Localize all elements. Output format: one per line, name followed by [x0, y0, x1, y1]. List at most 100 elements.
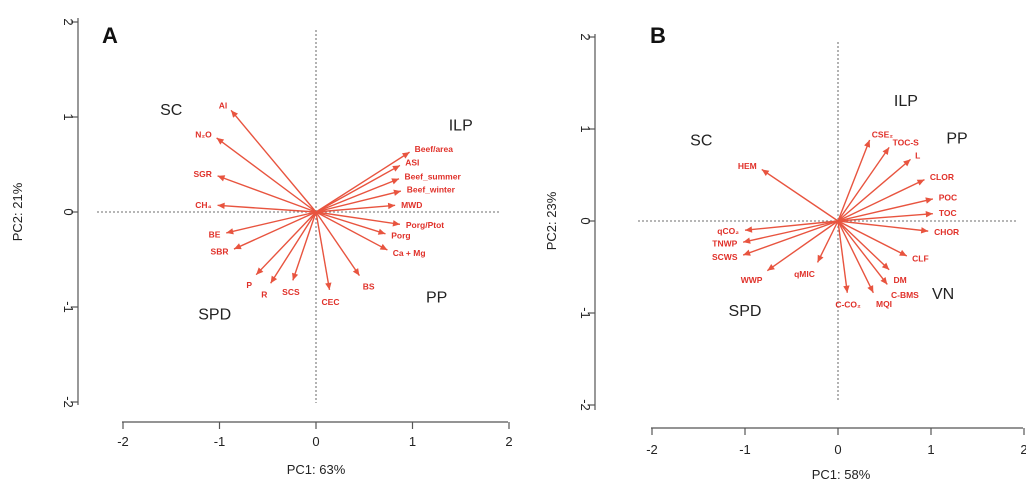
panel-a-vector-line: [217, 204, 317, 213]
panel-b-vector-line: [742, 220, 839, 256]
panel-a-loading-vectors: Al N₂O SGR CH₄ BE SBR PR SCS CEC BS Ca + Mg PorgPor…: [194, 101, 462, 307]
panel-a-vector-label: R: [261, 289, 267, 299]
panel-a-vector-line: [315, 164, 401, 213]
panel-a-vector-label: SGR: [194, 169, 212, 179]
panel-a-x-tick-label: 2: [505, 434, 512, 449]
panel-a-y-tick-label: 2: [61, 18, 76, 25]
panel-b: B PC1: 58% PC2: 23% -2 -1 0 1 2 -2 -1 0 1 2 HEM C…: [544, 23, 1026, 482]
panel-b-vector-arrowhead: [843, 285, 850, 293]
panel-b-vector-line: [837, 220, 888, 285]
panel-b-y-axis-title: PC2: 23%: [544, 191, 559, 250]
panel-a-vector-line: [315, 211, 386, 235]
panel-b-x-axis-title: PC1: 58%: [812, 467, 871, 482]
panel-b-vector-line: [837, 220, 890, 271]
panel-b-group-label: PP: [946, 131, 967, 148]
panel-b-vector-label: CSE₂: [872, 129, 893, 139]
panel-b-vector-arrowhead: [880, 276, 888, 285]
panel-b-vector-line: [837, 220, 929, 232]
panel-b-vector-arrowhead: [882, 147, 890, 155]
panel-b-group-label: SPD: [729, 303, 762, 320]
panel-b-vector-label: DM: [893, 275, 906, 285]
panel-b-x-tick-label: 0: [834, 442, 841, 457]
panel-a-vector-label: BS: [363, 282, 375, 292]
panel-a-group-label: PP: [426, 289, 447, 306]
panel-a-vector-arrowhead: [216, 137, 225, 145]
panel-b-y-tick-label: 1: [578, 125, 593, 132]
panel-b-vector-arrowhead: [761, 169, 770, 177]
panel-a-vector-arrowhead: [292, 272, 299, 281]
panel-b-vector-arrowhead: [767, 264, 775, 271]
panel-a-vector-label: Al: [219, 101, 228, 111]
panel-a-vector-label: ASI: [405, 158, 419, 168]
panel-b-x-ticks: -2 -1 0 1 2: [646, 428, 1026, 457]
panel-a-group-label: ILP: [449, 117, 473, 134]
panel-b-group-label: ILP: [894, 93, 918, 110]
panel-b-vector-line: [837, 147, 890, 222]
panel-a-vector-line: [292, 211, 317, 281]
panel-a-vector-line: [315, 211, 361, 277]
panel-a-vector-arrowhead: [325, 282, 332, 290]
panel-b-vector-line: [837, 220, 848, 293]
panel-a-vector-label: P: [246, 280, 252, 290]
panel-a-vector-arrowhead: [401, 152, 410, 159]
panel-a-vector-arrowhead: [217, 175, 226, 182]
panel-a-x-tick-label: -2: [117, 434, 129, 449]
panel-b-vector-arrowhead: [903, 159, 911, 167]
panel-a-vector-arrowhead: [352, 268, 360, 276]
panel-a-vector-arrowhead: [392, 220, 400, 227]
panel-b-vector-arrowhead: [899, 249, 907, 256]
panel-a-vector-arrowhead: [392, 165, 400, 172]
panel-b-vector-label: L: [915, 150, 920, 160]
panel-a-vector-line: [226, 211, 317, 234]
panel-a-vector-arrowhead: [387, 202, 396, 210]
panel-b-y-ticks: -2 -1 0 1 2: [578, 33, 595, 411]
panel-a-vector-line: [315, 190, 402, 213]
panel-a: A PC1: 63% PC2: 21% -2 -1 0 1 2 -2 -1 0 1 2 Al N₂…: [10, 18, 513, 477]
panel-b-vector-label: SCWS: [712, 252, 738, 262]
panel-a-vector-line: [315, 178, 400, 213]
panel-b-vector-arrowhead: [864, 140, 871, 148]
panel-b-vector-arrowhead: [745, 226, 753, 233]
panel-b-y-tick-label: -1: [578, 307, 593, 319]
panel-a-y-tick-label: 1: [61, 113, 76, 120]
panel-a-reference-lines: [97, 30, 500, 403]
panel-a-vector-label: MWD: [401, 200, 422, 210]
panel-a-vector-label: Ca + Mg: [393, 248, 426, 258]
panel-a-vector-arrowhead: [217, 202, 225, 210]
panel-b-vector-label: WWP: [741, 275, 763, 285]
panel-a-y-ticks: -2 -1 0 1 2: [61, 18, 78, 408]
panel-b-vector-line: [766, 220, 839, 272]
panel-b-vector-line: [837, 220, 874, 294]
panel-b-vector-label: TOC-S: [893, 137, 920, 147]
panel-a-letter: A: [102, 23, 118, 48]
panel-a-x-tick-label: 0: [312, 434, 319, 449]
panel-b-vector-line: [837, 178, 925, 222]
panel-a-vector-arrowhead: [391, 178, 399, 185]
panel-a-vector-line: [270, 211, 317, 284]
panel-a-y-axis-title: PC2: 21%: [10, 182, 25, 241]
panel-b-vector-label: qCO₂: [717, 226, 739, 236]
panel-a-vector-line: [315, 204, 396, 213]
panel-b-vector-label: TOC: [939, 208, 957, 218]
panel-b-vector-arrowhead: [867, 285, 874, 293]
panel-a-vector-label: SBR: [211, 247, 229, 257]
panel-a-vector-arrowhead: [379, 243, 388, 250]
panel-a-x-axis-title: PC1: 63%: [287, 462, 346, 477]
panel-a-group-label: SPD: [198, 306, 231, 323]
panel-a-y-tick-label: -2: [61, 396, 76, 408]
panel-b-group-label: SC: [690, 133, 712, 150]
panel-a-vector-line: [255, 211, 317, 276]
panel-b-vector-label: CLOR: [930, 172, 954, 182]
panel-a-vector-line: [230, 109, 317, 213]
panel-a-vector-arrowhead: [393, 189, 401, 196]
panel-b-vector-line: [816, 220, 839, 263]
panel-a-x-tick-label: -1: [214, 434, 226, 449]
panel-a-vector-arrowhead: [233, 243, 242, 250]
panel-a-vector-arrowhead: [231, 110, 239, 118]
panel-b-vector-label: MQI: [876, 299, 892, 309]
panel-b-vector-line: [837, 158, 911, 222]
panel-b-x-tick-label: -2: [646, 442, 658, 457]
panel-a-y-tick-label: 0: [61, 208, 76, 215]
